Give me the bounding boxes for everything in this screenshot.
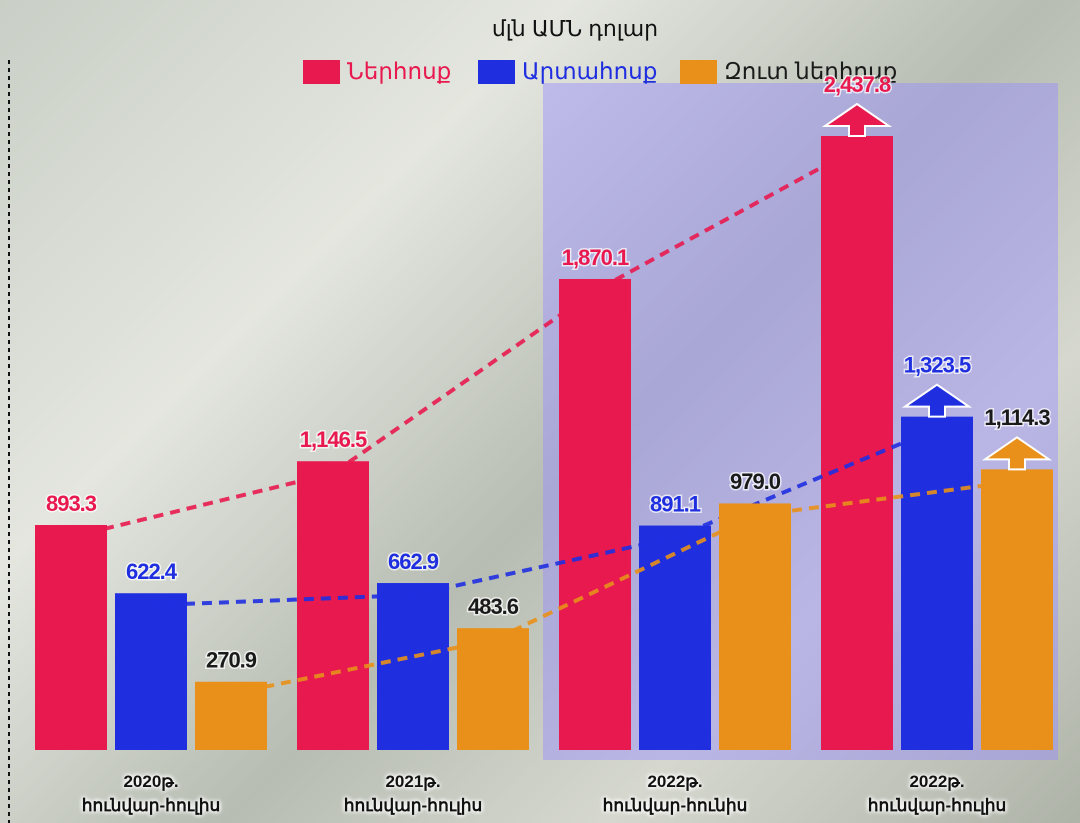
x-tick-label: 2021թ. հունվար-հուլիս [293,770,533,818]
bar [639,526,711,750]
x-tick-label: 2022թ. հունվար-հունիս [555,770,795,818]
bar [35,525,107,750]
legend-label: Ներհոսք [347,58,451,84]
bar [559,279,631,750]
value-label: 1,323.5 [904,352,971,377]
chart: մլն ԱՄՆ դոլար ՆերհոսքԱրտահոսքԶուտ ներհոս… [0,0,1080,823]
value-label: 622.4 [126,559,178,584]
bar [901,417,973,750]
value-label: 270.9 [206,648,257,673]
legend-swatch [478,60,515,84]
value-label: 2,437.8 [824,72,891,97]
value-label: 1,114.3 [984,405,1050,430]
bar [377,583,449,750]
bar [115,593,187,750]
value-label: 891.1 [650,491,701,516]
legend-label: Արտահոսք [522,58,657,84]
value-label: 1,146.5 [300,427,367,452]
bar [297,461,369,750]
value-label: 1,870.1 [562,245,629,270]
value-label: 483.6 [468,594,519,619]
x-tick-label: 2020թ. հունվար-հուլիս [31,770,271,818]
x-tick-label: 2022թ. հունվար-հուլիս [817,770,1057,818]
bar [981,469,1053,750]
bar [821,136,893,750]
value-label: 662.9 [388,549,439,574]
chart-svg: մլն ԱՄՆ դոլար ՆերհոսքԱրտահոսքԶուտ ներհոս… [0,0,1080,823]
legend-swatch [303,60,340,84]
legend-swatch [680,60,717,84]
value-label: 893.3 [46,491,97,516]
value-label: 979.0 [730,469,781,494]
chart-title: մլն ԱՄՆ դոլար [492,16,658,41]
bar [719,503,791,750]
